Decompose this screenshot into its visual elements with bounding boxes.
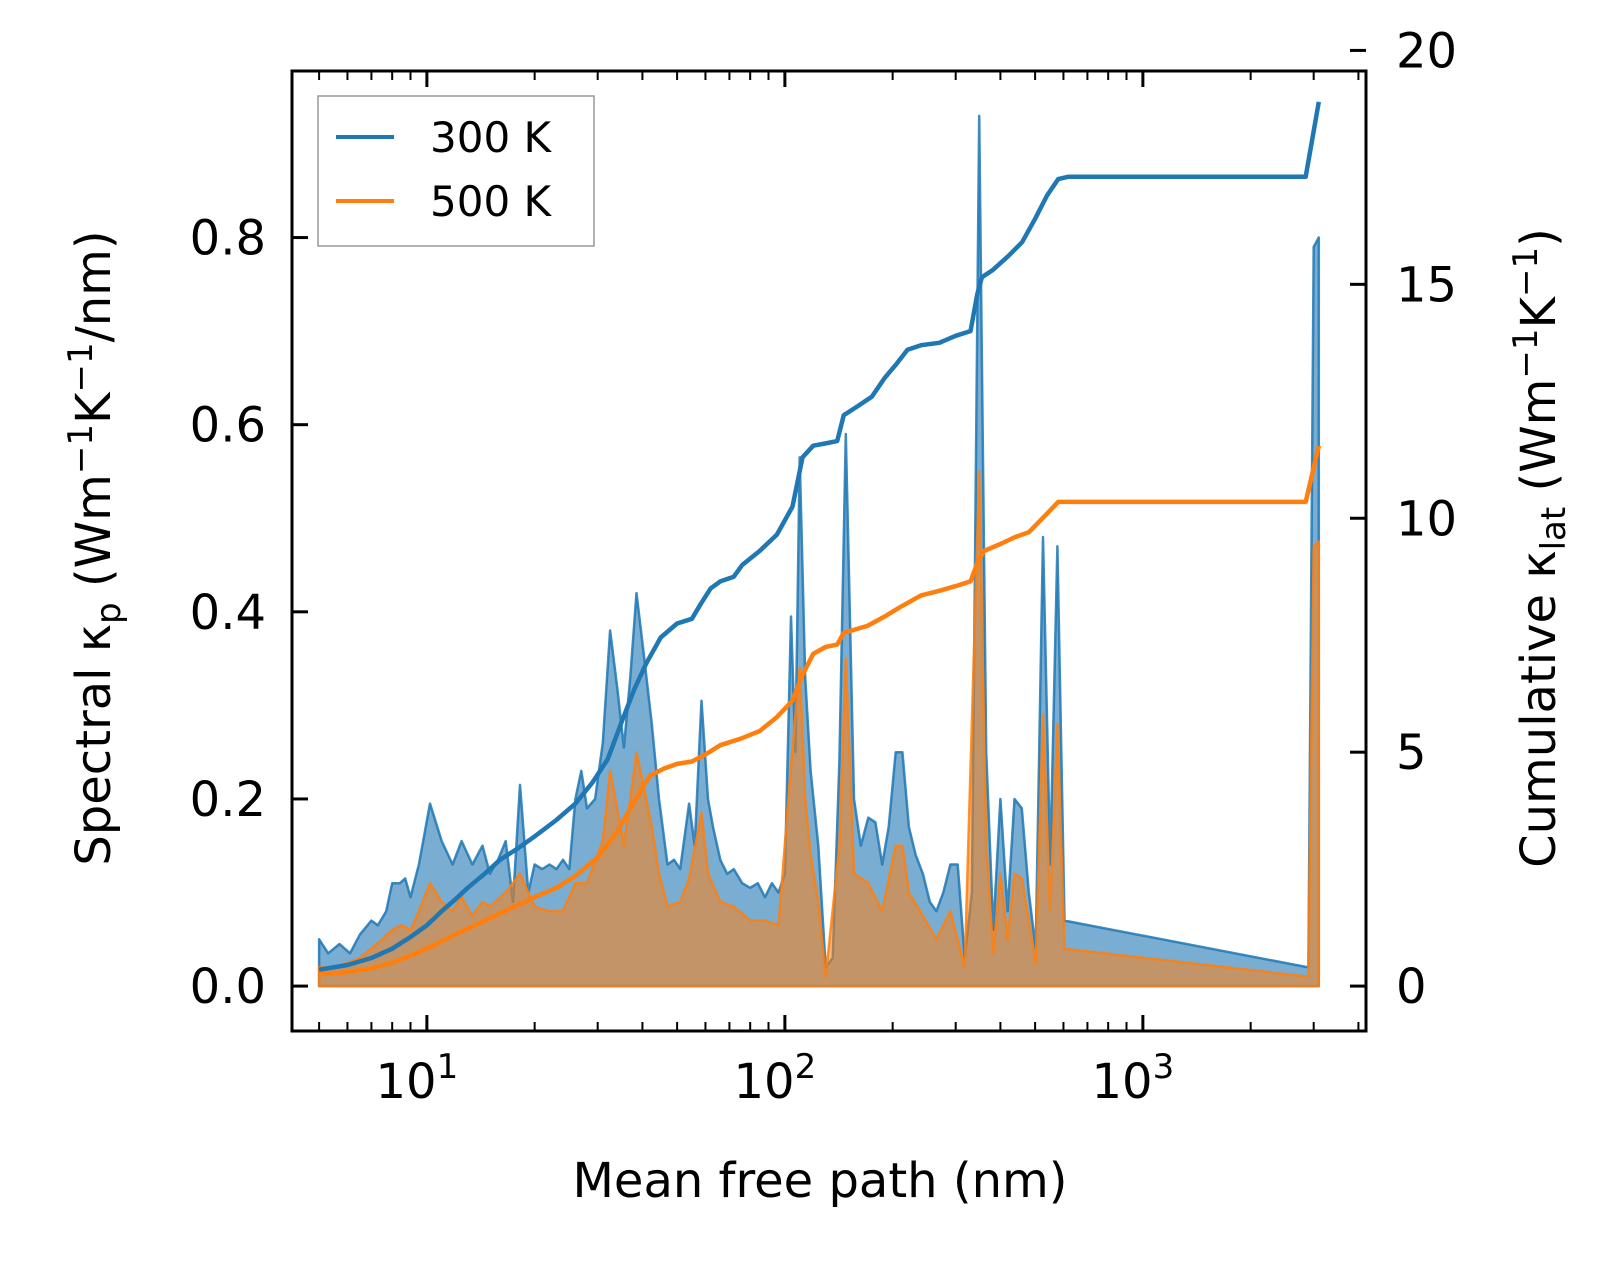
- y-left-label-sup2: −1: [61, 342, 101, 392]
- y-right-label-main: Cumulative κ: [1511, 550, 1567, 868]
- x-axis-label: Mean free path (nm): [573, 1153, 1068, 1209]
- y-left-label-post: /nm): [66, 230, 122, 342]
- y-right-label-mid: K: [1511, 295, 1567, 328]
- y-left-label-mid: K: [66, 391, 122, 424]
- y-right-label-units: (Wm: [1511, 379, 1567, 507]
- y-left-tick-label: 0.4: [190, 585, 266, 641]
- legend-label-500k: 500 K: [430, 177, 553, 226]
- legend-label-300k: 300 K: [430, 113, 553, 162]
- spectral-area-500k: [317, 470, 1321, 988]
- legend: 300 K 500 K: [317, 95, 595, 247]
- legend-box: [317, 95, 595, 247]
- cumulative-line-500k: [318, 445, 1321, 977]
- y-right-label-sub: lat: [1534, 507, 1574, 551]
- x-tick-label-base: 10: [734, 1054, 795, 1110]
- y-left-tick-label: 0.0: [190, 959, 266, 1015]
- y-right-tick-label: 0: [1396, 959, 1427, 1015]
- y-left-tick-label: 0.8: [190, 211, 266, 267]
- x-tick-label-exp: 1: [437, 1047, 459, 1087]
- y-left-label-main: Spectral κ: [66, 624, 122, 866]
- y-right-label-sup2: −1: [1506, 247, 1546, 297]
- x-tick-label: 102: [734, 1047, 817, 1110]
- y-right-tick-label: 20: [1396, 23, 1457, 79]
- x-tick-label-base: 10: [376, 1054, 437, 1110]
- x-tick-label-exp: 2: [795, 1047, 817, 1087]
- x-tick-label: 103: [1092, 1047, 1175, 1110]
- plot-frame: [290, 69, 1368, 1033]
- y-left-label-sub: p: [89, 602, 129, 624]
- y-left-label-sup1: −1: [61, 424, 101, 474]
- y-axis-left-label: Spectral κp (Wm−1K−1/nm): [61, 230, 129, 865]
- y-right-tick-label: 5: [1396, 725, 1427, 781]
- y-axis-right-label: Cumulative κlat (Wm−1K−1): [1506, 228, 1574, 868]
- y-left-tick-label: 0.2: [190, 772, 266, 828]
- cumulative-line-layer: [318, 101, 1322, 977]
- tick-layer: [292, 48, 1366, 1031]
- x-tick-label-base: 10: [1092, 1054, 1153, 1110]
- spectral-fill-layer: [317, 114, 1321, 988]
- y-left-tick-label: 0.6: [190, 398, 266, 454]
- y-right-label-sup1: −1: [1506, 328, 1546, 378]
- y-left-label-units: (Wm: [66, 474, 122, 602]
- cumulative-line-300k: [318, 101, 1322, 972]
- y-right-tick-label: 15: [1396, 257, 1457, 313]
- x-tick-label-exp: 3: [1153, 1047, 1175, 1087]
- y-right-tick-label: 10: [1396, 491, 1457, 547]
- y-right-label-post: ): [1511, 228, 1567, 247]
- x-tick-label: 101: [376, 1047, 459, 1110]
